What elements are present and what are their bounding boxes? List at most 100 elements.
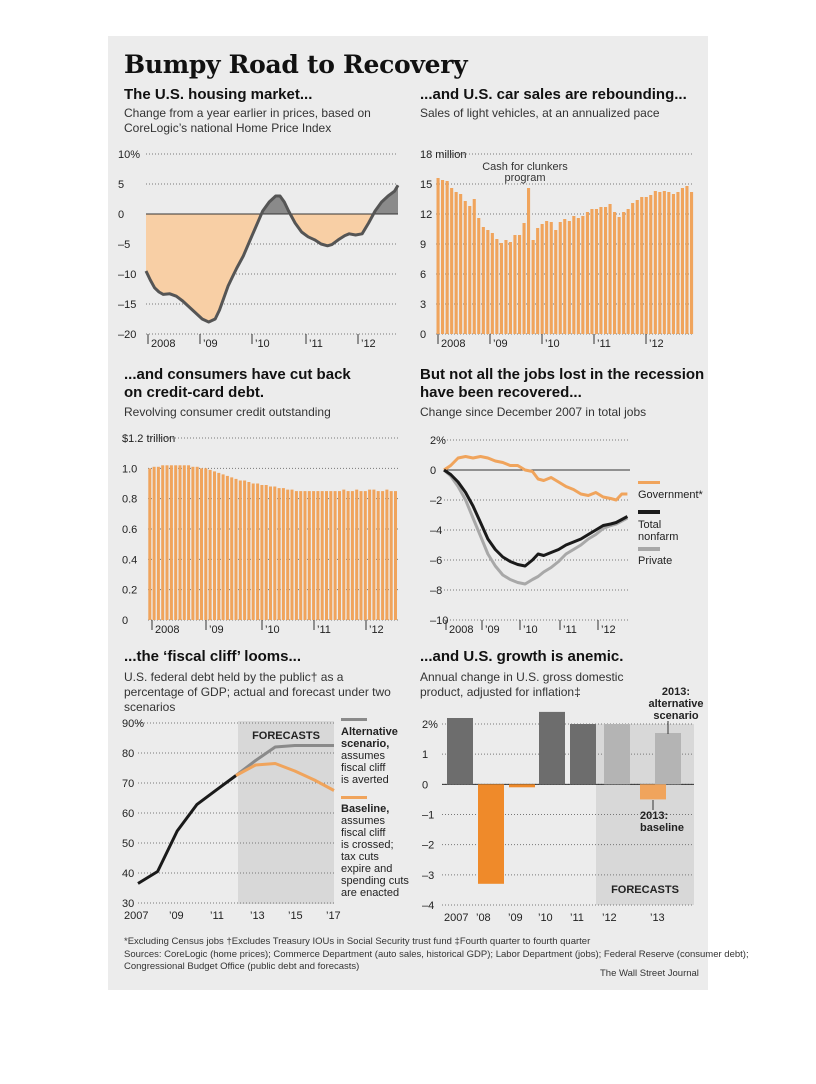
credit-bar (281, 488, 285, 620)
credit-bar (156, 466, 160, 620)
debt-alt-swatch (341, 718, 367, 721)
debt-alt-label: scenario, (341, 738, 389, 750)
debt-y-tick-label: 40 (122, 868, 134, 880)
gdp-x-tick-label: ’08 (476, 912, 491, 924)
debt-x-tick-label: ’17 (326, 910, 341, 922)
debt-y-tick-label: 90% (122, 718, 144, 730)
gdp-x-tick-label: ’12 (602, 912, 617, 924)
credit-bar (221, 474, 225, 620)
jobs-y-tick-label: –6 (430, 555, 442, 567)
credit-y-tick-label: 0.6 (122, 524, 137, 536)
gdp-x-tick-label: ’10 (538, 912, 553, 924)
credit-bar (372, 489, 376, 620)
credit-bar (303, 491, 307, 620)
cars-bar (649, 195, 653, 334)
credit-bar (247, 482, 251, 620)
sources-continued: Congressional Budget Office (public debt… (124, 961, 360, 972)
cars-x-tick-label: ’09 (493, 338, 508, 350)
credit-bar (338, 491, 341, 620)
credit-bar (316, 491, 320, 620)
cars-bar (613, 212, 617, 334)
credit-y-tick-label: 0.4 (122, 554, 137, 566)
cars-x-tick-label: ’11 (597, 338, 611, 350)
debt-y-tick-label: 30 (122, 898, 134, 910)
gdp-baseline-label: baseline (640, 822, 684, 834)
credit-line: The Wall Street Journal (600, 968, 699, 979)
credit-bar (368, 489, 372, 620)
debt-y-tick-label: 70 (122, 778, 134, 790)
cars-bar (599, 207, 603, 334)
cars-bar (522, 223, 526, 334)
credit-bar (208, 469, 212, 621)
credit-bar (307, 491, 311, 620)
cars-bar (622, 212, 626, 334)
debt-x-tick-label: ’09 (169, 910, 184, 922)
cars-bar (468, 206, 472, 334)
debt-baseline-note: expire and (341, 863, 392, 875)
cars-bar (536, 228, 540, 334)
cars-bar (472, 199, 476, 334)
debt-alt-note: assumes (341, 750, 386, 762)
cars-bar (671, 194, 675, 334)
gdp-alt-label: alternative (648, 698, 703, 710)
jobs-y-tick-label: 2% (430, 435, 446, 447)
gdp-x-tick-label: ’13 (650, 912, 665, 924)
housing-y-tick-label: 10% (118, 149, 140, 161)
cars-bar (504, 240, 508, 334)
debt-baseline-swatch (341, 796, 367, 799)
credit-bar (394, 491, 397, 620)
credit-bar (363, 491, 367, 620)
jobs-legend-swatch-total (638, 510, 660, 514)
credit-bar (256, 483, 260, 620)
credit-x-tick-label: ’10 (265, 624, 280, 636)
credit-bar (260, 485, 264, 620)
debt-baseline-label: Baseline, (341, 803, 389, 815)
cars-bar (518, 235, 522, 334)
jobs-legend-total-line2: nonfarm (638, 531, 678, 543)
footnotes: *Excluding Census jobs †Excludes Treasur… (124, 936, 591, 947)
credit-bar (230, 477, 234, 620)
debt-x-tick-label: ’11 (210, 910, 224, 922)
gdp-bar (539, 711, 565, 785)
housing-y-tick-label: –5 (118, 239, 130, 251)
cars-annotation-line2: program (505, 172, 546, 184)
credit-bar (376, 491, 380, 620)
credit-bar (333, 491, 337, 620)
housing-x-tick-label: ’10 (255, 338, 270, 350)
credit-bar (294, 491, 298, 620)
credit-bar (277, 488, 281, 620)
jobs-legend-swatch-private (638, 547, 660, 551)
credit-bar (350, 491, 354, 620)
cars-bar (680, 188, 684, 334)
gdp-bar (509, 784, 535, 788)
cars-bar (567, 221, 571, 334)
debt-chart-subtitle: U.S. federal debt held by the public† as… (124, 670, 391, 714)
debt-y-tick-label: 50 (122, 838, 134, 850)
cars-bar (635, 200, 639, 334)
debt-x-tick-label: ’15 (288, 910, 303, 922)
cars-bar (527, 188, 531, 334)
debt-series-line-1 (235, 744, 334, 777)
cars-bar (499, 243, 503, 334)
jobs-chart-subtitle: Change since December 2007 in total jobs (420, 405, 647, 419)
cars-bar (590, 209, 594, 334)
credit-bar (320, 491, 324, 620)
credit-bar (204, 468, 208, 620)
credit-x-tick-label: 2008 (155, 624, 179, 636)
credit-bar (269, 486, 272, 620)
cars-bar (667, 192, 671, 334)
housing-y-tick-label: –20 (118, 329, 136, 341)
jobs-x-tick-label: ’10 (523, 624, 538, 636)
jobs-y-tick-label: 0 (430, 465, 436, 477)
debt-chart-title: ...the ‘fiscal cliff’ looms... (124, 648, 301, 665)
cars-bar (445, 181, 449, 334)
cars-bar (676, 192, 680, 334)
gdp-alt-label: 2013: (662, 686, 690, 698)
housing-y-tick-label: –15 (118, 299, 136, 311)
debt-x-tick-label: ’13 (250, 910, 265, 922)
cars-y-tick-label: 6 (420, 269, 426, 281)
cars-bar (554, 230, 558, 334)
housing-x-tick-label: ’11 (309, 338, 323, 350)
credit-x-tick-label: ’09 (209, 624, 224, 636)
credit-y-tick-label: 1.0 (122, 463, 137, 475)
